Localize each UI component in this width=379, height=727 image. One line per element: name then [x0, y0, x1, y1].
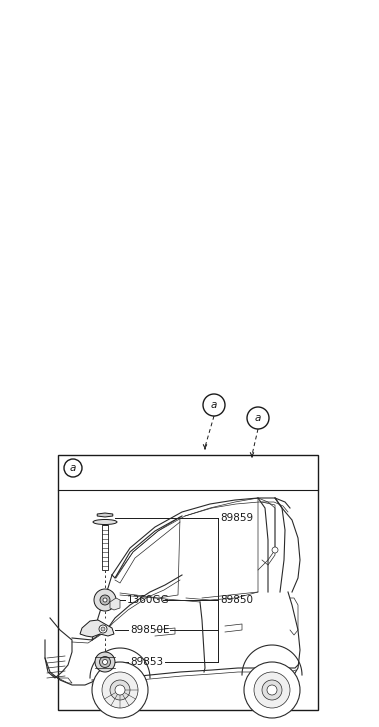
Text: 89850E: 89850E — [130, 625, 169, 635]
Circle shape — [267, 685, 277, 695]
Ellipse shape — [93, 520, 117, 524]
Bar — [58, 455, 318, 710]
Circle shape — [101, 627, 105, 631]
Text: 89850: 89850 — [220, 595, 253, 605]
Circle shape — [99, 625, 107, 633]
Polygon shape — [97, 513, 113, 517]
Circle shape — [102, 659, 108, 664]
Circle shape — [262, 680, 282, 700]
Circle shape — [94, 589, 116, 611]
Circle shape — [64, 459, 82, 477]
Circle shape — [102, 672, 138, 708]
Text: a: a — [211, 400, 217, 410]
Polygon shape — [80, 620, 114, 637]
Circle shape — [272, 547, 278, 553]
Circle shape — [95, 652, 115, 672]
Circle shape — [254, 672, 290, 708]
Circle shape — [92, 662, 148, 718]
Text: a: a — [255, 413, 261, 423]
Circle shape — [100, 595, 110, 605]
Polygon shape — [110, 598, 120, 610]
Circle shape — [203, 394, 225, 416]
Text: 89853: 89853 — [130, 657, 163, 667]
Circle shape — [115, 685, 125, 695]
Circle shape — [100, 656, 111, 667]
Text: 1360GG: 1360GG — [127, 595, 170, 605]
Circle shape — [103, 598, 107, 602]
Bar — [102, 525, 108, 570]
Circle shape — [110, 680, 130, 700]
Text: a: a — [70, 463, 76, 473]
Text: 89859: 89859 — [220, 513, 253, 523]
Circle shape — [247, 407, 269, 429]
Circle shape — [244, 662, 300, 718]
